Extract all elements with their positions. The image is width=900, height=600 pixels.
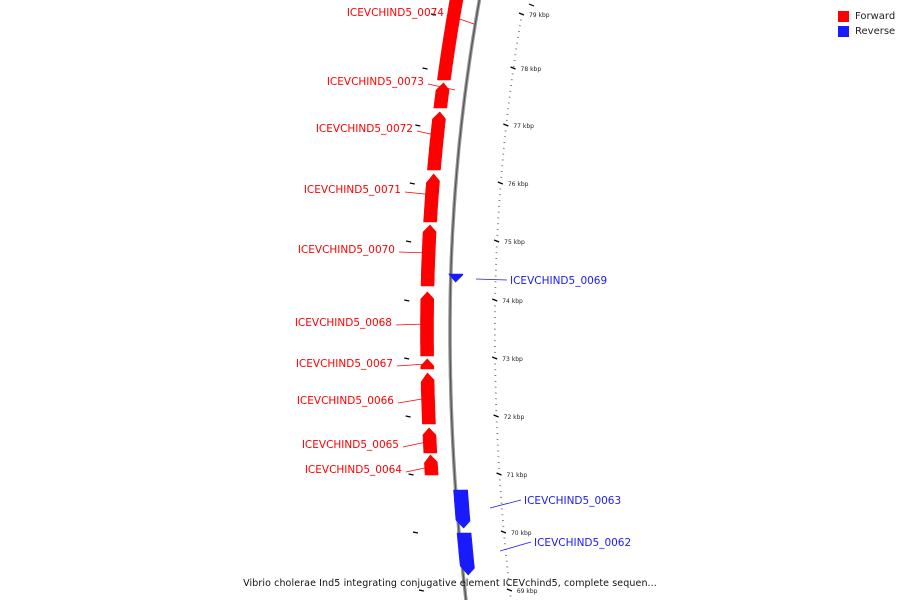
gene-feature-icevchind5_0071 (423, 173, 440, 223)
gene-label: ICEVCHIND5_0071 (304, 184, 401, 196)
legend-reverse: Reverse (838, 24, 895, 39)
legend-reverse-label: Reverse (855, 26, 896, 37)
major-tick (503, 123, 509, 127)
gene-label: ICEVCHIND5_0074 (347, 7, 444, 19)
gene-feature-icevchind5_0073 (433, 82, 450, 109)
gene-label: ICEVCHIND5_0066 (297, 395, 394, 407)
inner-tick (405, 415, 411, 418)
gene-feature-icevchind5_0072 (427, 111, 446, 171)
major-tick (528, 3, 535, 7)
tick-label: 73 kbp (502, 356, 523, 363)
major-tick (491, 356, 498, 360)
gene-feature-icevchind5_0066 (420, 372, 436, 425)
tick-label: 72 kbp (504, 414, 525, 421)
gene-label: ICEVCHIND5_0063 (524, 495, 621, 507)
tick-label: 71 kbp (507, 472, 528, 479)
gene-label: ICEVCHIND5_0070 (298, 244, 395, 256)
inner-tick (412, 531, 419, 534)
forward-swatch (838, 11, 849, 22)
gene-feature-icevchind5_0069 (448, 273, 464, 283)
major-tick (493, 414, 499, 418)
inner-tick (408, 473, 414, 476)
gene-label: ICEVCHIND5_0067 (296, 358, 393, 370)
label-leader (395, 323, 427, 326)
major-tick (510, 66, 516, 70)
label-leader (402, 440, 432, 448)
tick-label: 78 kbp (521, 66, 542, 73)
tick-label: 75 kbp (504, 239, 525, 246)
tick-label: 69 kbp (517, 588, 538, 595)
inner-tick (422, 67, 428, 70)
inner-tick (430, 13, 437, 16)
inner-tick (418, 589, 424, 592)
major-tick (497, 181, 504, 185)
major-tick (493, 239, 500, 243)
gene-feature-icevchind5_0070 (420, 224, 437, 287)
gene-feature-icevchind5_0074 (437, 0, 464, 81)
tick-label: 76 kbp (508, 181, 529, 188)
gene-label: ICEVCHIND5_0073 (327, 76, 424, 88)
major-tick (500, 530, 507, 534)
label-leader (427, 83, 456, 91)
inner-tick (415, 124, 421, 127)
gene-labels: ICEVCHIND5_0074 ICEVCHIND5_0073 ICEVCHIND5… (295, 7, 631, 552)
legend: Forward Reverse (838, 9, 895, 39)
label-leader (405, 465, 435, 473)
gene-features (420, 0, 475, 576)
major-tick (496, 472, 502, 476)
label-leader (489, 499, 522, 509)
gene-feature-icevchind5_0067 (420, 358, 435, 370)
label-leader (396, 363, 427, 367)
gene-feature-icevchind5_0068 (420, 291, 435, 357)
gene-label: ICEVCHIND5_0068 (295, 317, 392, 329)
gene-label: ICEVCHIND5_0064 (305, 464, 402, 476)
inner-tick (404, 299, 410, 302)
label-leader (447, 14, 475, 25)
tick-marks: 79 kbp 78 kbp 77 kbp 76 kbp 75 kbp 74 kbp 73 k… (404, 3, 550, 597)
major-tick (492, 298, 498, 302)
tick-label: 74 kbp (502, 298, 523, 305)
label-leader (499, 541, 532, 552)
tick-label: 77 kbp (513, 123, 534, 130)
map-caption: Vibrio cholerae Ind5 integrating conjuga… (243, 578, 657, 589)
inner-tick (404, 357, 410, 360)
major-tick (506, 588, 513, 592)
reverse-swatch (838, 26, 849, 37)
label-leader (475, 278, 508, 281)
gene-label: ICEVCHIND5_0069 (510, 275, 607, 287)
gene-feature-icevchind5_0062 (456, 532, 475, 576)
legend-forward-label: Forward (855, 11, 896, 22)
tick-label: 79 kbp (529, 12, 550, 19)
gene-feature-icevchind5_0065 (422, 427, 438, 454)
label-leader (397, 397, 429, 404)
gene-label: ICEVCHIND5_0065 (302, 439, 399, 451)
gene-feature-icevchind5_0063 (453, 489, 471, 529)
label-leader (404, 191, 435, 196)
label-leader (416, 130, 445, 138)
major-tick (518, 12, 525, 16)
label-leader (398, 251, 430, 254)
gene-label: ICEVCHIND5_0072 (316, 123, 413, 135)
gene-feature-icevchind5_0064 (424, 454, 439, 476)
inner-tick (406, 240, 412, 243)
gene-label: ICEVCHIND5_0062 (534, 537, 631, 549)
inner-tick (409, 182, 415, 185)
tick-label: 70 kbp (511, 530, 532, 537)
legend-forward: Forward (838, 9, 895, 24)
